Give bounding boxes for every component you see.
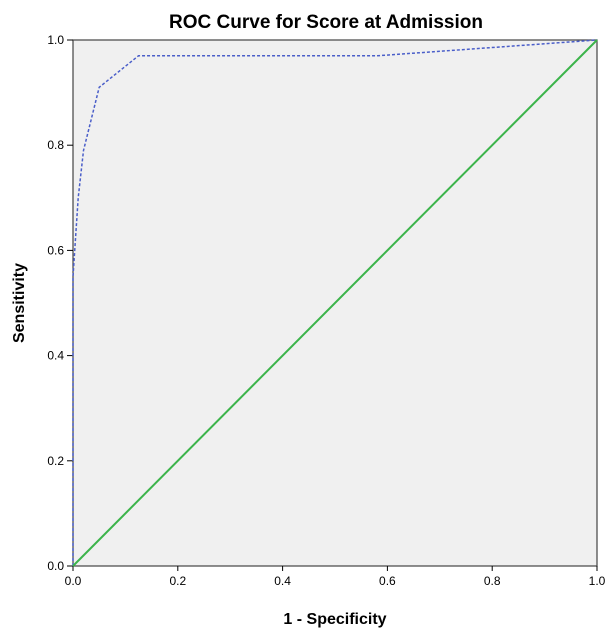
x-tick-label: 1.0 (589, 574, 606, 588)
x-tick-label: 0.8 (484, 574, 501, 588)
y-tick-label: 0.4 (47, 349, 64, 363)
y-tick-label: 0.2 (47, 454, 64, 468)
x-tick-label: 0.4 (274, 574, 291, 588)
x-tick-label: 0.6 (379, 574, 396, 588)
y-tick-label: 0.0 (47, 559, 64, 573)
y-axis: 0.0 0.2 0.4 0.6 0.8 1.0 (47, 33, 73, 573)
y-tick-label: 0.6 (47, 243, 64, 257)
x-tick-label: 0.2 (169, 574, 186, 588)
y-axis-label: Sensitivity (11, 263, 28, 343)
reference-diagonal-line (72, 39, 598, 567)
x-axis: 0.0 0.2 0.4 0.6 0.8 1.0 (65, 566, 606, 588)
x-axis-label: 1 - Specificity (283, 611, 386, 628)
x-tick-label: 0.0 (65, 574, 82, 588)
y-tick-label: 1.0 (47, 33, 64, 47)
series-layer (72, 39, 598, 567)
chart-title: ROC Curve for Score at Admission (169, 12, 483, 33)
roc-curve-line (72, 39, 598, 566)
y-tick-label: 0.8 (47, 138, 64, 152)
